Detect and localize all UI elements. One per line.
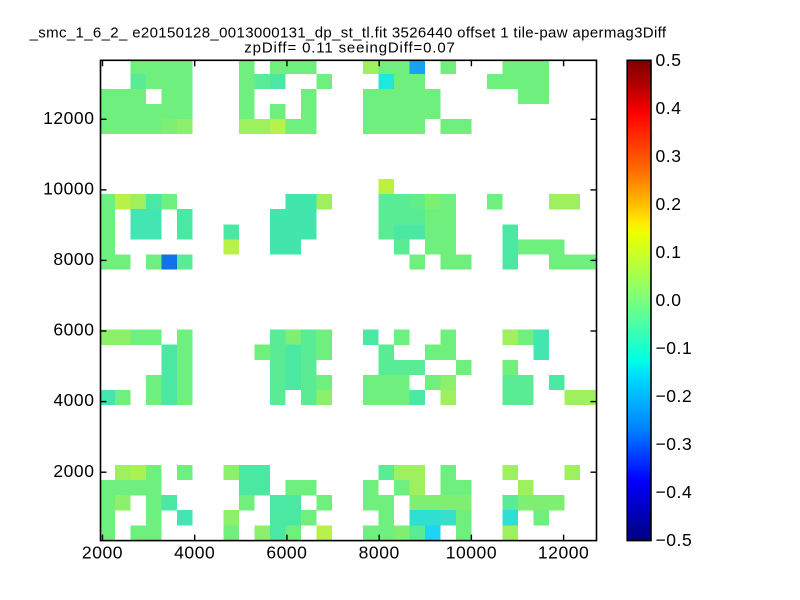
svg-text:zpDiff= 0.11 seeingDiff=0.07: zpDiff= 0.11 seeingDiff=0.07 [244, 39, 455, 56]
svg-text:−0.3: −0.3 [656, 434, 693, 454]
svg-text:_smc_1_6_2_ e20150128_00130001: _smc_1_6_2_ e20150128_0013000131_dp_st_t… [29, 25, 667, 42]
svg-text:4000: 4000 [53, 390, 94, 410]
svg-text:0.4: 0.4 [656, 98, 682, 118]
svg-text:10000: 10000 [43, 179, 94, 199]
svg-text:0.0: 0.0 [656, 290, 682, 310]
svg-text:4000: 4000 [174, 543, 215, 563]
svg-text:12000: 12000 [538, 543, 589, 563]
svg-text:8000: 8000 [53, 249, 94, 269]
svg-text:8000: 8000 [359, 543, 400, 563]
svg-text:0.3: 0.3 [656, 146, 682, 166]
svg-text:10000: 10000 [446, 543, 497, 563]
svg-text:2000: 2000 [53, 461, 94, 481]
svg-text:0.2: 0.2 [656, 194, 682, 214]
svg-text:−0.1: −0.1 [656, 338, 693, 358]
svg-text:0.1: 0.1 [656, 242, 682, 262]
svg-text:2000: 2000 [82, 543, 123, 563]
svg-text:−0.5: −0.5 [656, 530, 693, 550]
svg-text:−0.4: −0.4 [656, 482, 693, 502]
svg-text:6000: 6000 [266, 543, 307, 563]
svg-text:12000: 12000 [43, 108, 94, 128]
svg-text:−0.2: −0.2 [656, 386, 693, 406]
svg-text:0.5: 0.5 [656, 50, 682, 70]
svg-text:6000: 6000 [53, 320, 94, 340]
